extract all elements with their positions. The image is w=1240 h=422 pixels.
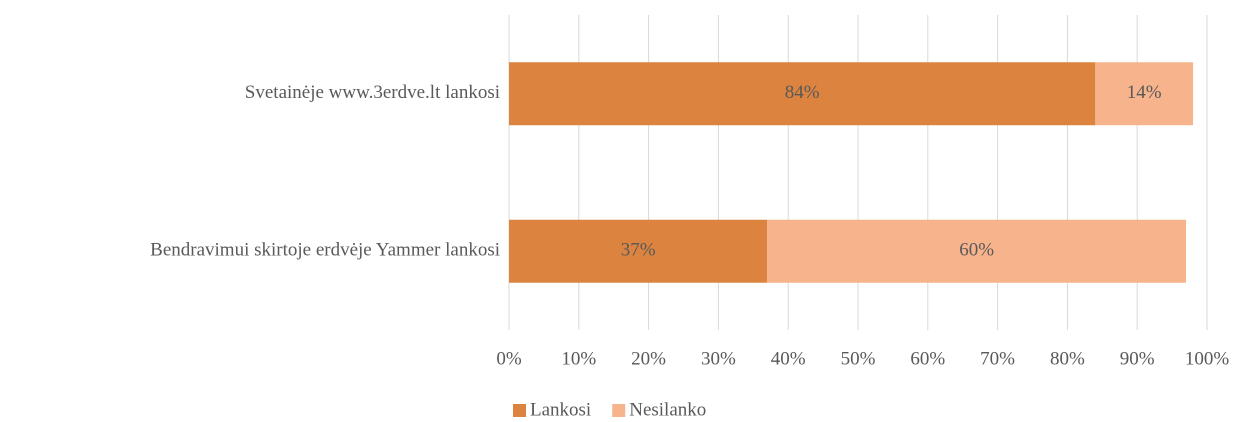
x-tick-label: 10%: [561, 348, 596, 369]
x-tick-label: 40%: [771, 348, 806, 369]
x-tick-label: 50%: [841, 348, 876, 369]
y-tick-label: Bendravimui skirtoje erdvėje Yammer lank…: [150, 240, 500, 261]
legend-swatch: [612, 404, 626, 417]
legend-label: Nesilanko: [629, 399, 706, 420]
data-label: 37%: [621, 240, 656, 261]
x-tick-label: 60%: [910, 348, 945, 369]
legend-label: Lankosi: [530, 399, 591, 420]
x-tick-label: 30%: [701, 348, 736, 369]
x-tick-label: 80%: [1050, 348, 1085, 369]
x-tick-label: 0%: [496, 348, 522, 369]
bar-segment: [509, 62, 1096, 126]
y-tick-label: Svetainėje www.3erdve.lt lankosi: [245, 82, 500, 103]
data-label: 84%: [785, 82, 820, 103]
x-tick-label: 20%: [631, 348, 666, 369]
bar-segment: [767, 219, 1187, 283]
x-tick-label: 70%: [980, 348, 1015, 369]
x-tick-label: 90%: [1120, 348, 1155, 369]
legend-swatch: [513, 404, 526, 417]
data-label: 60%: [959, 240, 994, 261]
x-tick-label: 100%: [1185, 348, 1230, 369]
bar-segment: [509, 219, 768, 283]
data-label: 14%: [1127, 82, 1162, 103]
bar-segment: [1095, 62, 1194, 126]
